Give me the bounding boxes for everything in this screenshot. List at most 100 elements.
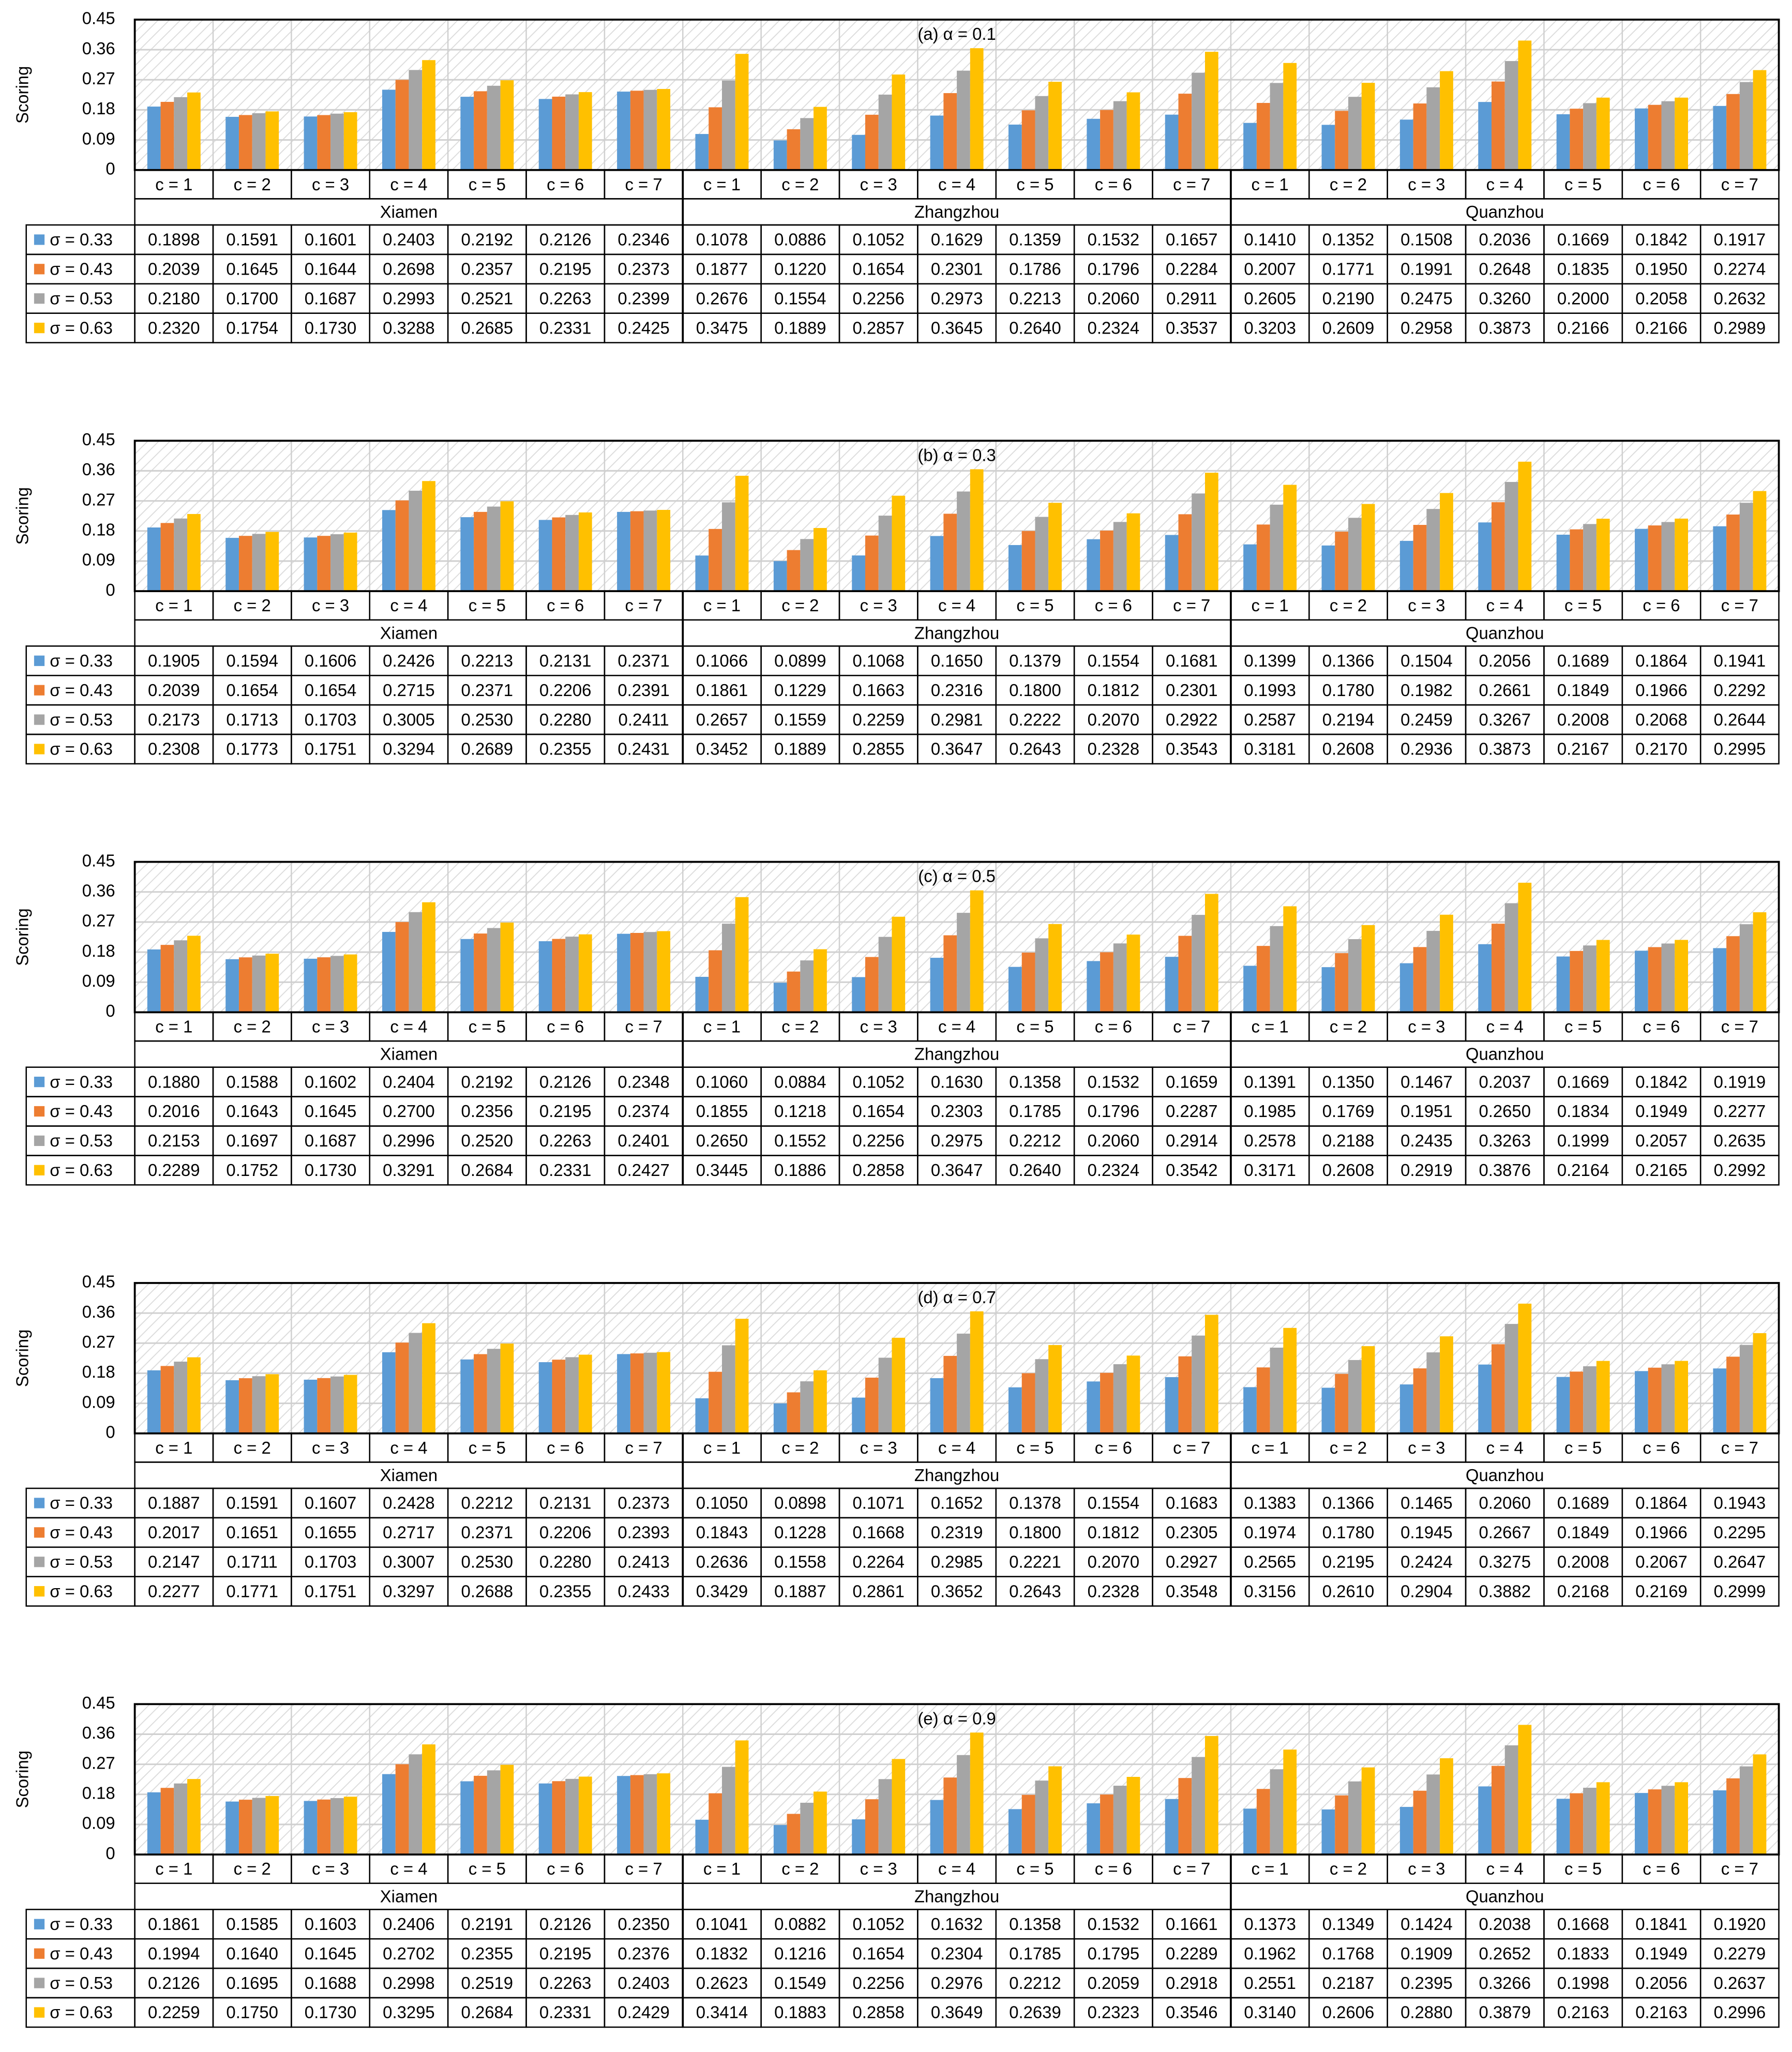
table-value: 0.1669 [1557, 1072, 1609, 1091]
table-value: 0.2985 [931, 1552, 983, 1571]
bar [1048, 1766, 1062, 1855]
bar [930, 958, 944, 1013]
table-value: 0.2192 [461, 230, 514, 249]
table-value: 0.2038 [1479, 1914, 1531, 1934]
table-value: 0.1751 [305, 1581, 357, 1601]
x-tick-label: c = 3 [312, 1859, 349, 1878]
x-tick-label: c = 1 [1252, 175, 1289, 194]
bar [1426, 931, 1440, 1013]
bar [160, 1366, 174, 1434]
bar [643, 932, 657, 1013]
table-value: 0.1683 [1166, 1493, 1218, 1513]
table-value: 0.2684 [461, 1160, 514, 1180]
bar [1361, 83, 1375, 170]
y-tick-label: 0 [106, 159, 115, 178]
bar [422, 1323, 435, 1434]
bar [460, 1781, 474, 1855]
bar [1243, 123, 1257, 170]
bar [147, 1370, 161, 1434]
table-value: 0.2191 [461, 1914, 514, 1934]
x-tick-label: c = 5 [1564, 1859, 1602, 1878]
x-tick-label: c = 2 [234, 1438, 271, 1457]
table-value: 0.2399 [618, 289, 670, 308]
bar [565, 1778, 579, 1855]
y-tick-label: 0.27 [82, 911, 115, 930]
table-value: 0.2126 [148, 1973, 200, 1993]
bar [1283, 906, 1297, 1013]
bar [1426, 87, 1440, 170]
y-axis-label: Scoring [12, 487, 32, 545]
bar [1399, 1807, 1413, 1855]
table-value: 0.1218 [774, 1102, 826, 1121]
bar [721, 1345, 735, 1434]
bar [865, 957, 879, 1013]
bar [695, 134, 709, 170]
table-value: 0.2328 [1088, 740, 1140, 759]
bar [1648, 947, 1662, 1013]
table-value: 0.1643 [226, 1102, 278, 1121]
x-tick-label: c = 1 [1252, 1017, 1289, 1036]
bar [409, 1754, 423, 1855]
bar [1675, 97, 1688, 170]
bar [474, 1354, 487, 1434]
y-tick-label: 0 [106, 1844, 115, 1863]
table-value: 0.2039 [148, 260, 200, 279]
table-value: 0.2587 [1244, 710, 1296, 729]
bar [1335, 953, 1348, 1013]
table-value: 0.1052 [852, 1914, 905, 1934]
table-value: 0.2016 [148, 1102, 200, 1121]
table-value: 0.1654 [852, 260, 905, 279]
bar [265, 1796, 279, 1855]
bar [187, 1357, 201, 1434]
bar [1440, 914, 1453, 1013]
y-tick-label: 0.45 [82, 1272, 115, 1291]
legend-label: σ = 0.43 [50, 260, 113, 279]
bar [1243, 544, 1257, 592]
bar [1048, 503, 1062, 592]
table-value: 0.3007 [383, 1552, 435, 1571]
table-value: 0.3542 [1166, 1160, 1218, 1180]
table-value: 0.2623 [696, 1973, 748, 1993]
bar [1100, 110, 1113, 170]
bar [1713, 105, 1727, 170]
x-tick-label: c = 6 [1643, 1017, 1680, 1036]
table-value: 0.3445 [696, 1160, 748, 1180]
bar [1035, 517, 1049, 592]
table-value: 0.2993 [383, 289, 435, 308]
bar [1713, 1790, 1727, 1855]
bar [1335, 1795, 1348, 1855]
bar [1426, 1774, 1440, 1855]
bar [304, 1801, 318, 1855]
table-value: 0.1349 [1322, 1914, 1375, 1934]
table-value: 0.2308 [148, 740, 200, 759]
bar [1165, 957, 1179, 1013]
table-value: 0.1071 [852, 1493, 905, 1513]
bar [1399, 963, 1413, 1013]
table-value: 0.2684 [461, 2003, 514, 2022]
bar [330, 956, 344, 1013]
legend-label: σ = 0.53 [50, 1131, 113, 1150]
table-cell [1699, 1576, 1780, 1607]
table-value: 0.2324 [1088, 318, 1140, 337]
bar [1270, 1769, 1284, 1855]
bar [1361, 1767, 1375, 1855]
x-tick-label: c = 3 [1408, 1017, 1445, 1036]
table-value: 0.1663 [852, 681, 905, 700]
table-value: 0.1379 [1009, 651, 1061, 670]
bar [657, 89, 671, 170]
table-value: 0.2355 [461, 1944, 514, 1963]
bar [552, 1360, 566, 1434]
bar [265, 954, 279, 1013]
table-value: 0.1602 [305, 1072, 357, 1091]
bar [225, 959, 239, 1013]
table-value: 0.2373 [618, 260, 670, 279]
bar [1192, 493, 1205, 592]
table-value: 0.2609 [1322, 318, 1375, 337]
bar [814, 528, 827, 592]
bar [1021, 1794, 1035, 1855]
x-tick-label: c = 7 [1721, 596, 1758, 615]
table-value: 0.1966 [1635, 1523, 1688, 1542]
table-value: 0.1689 [1557, 651, 1609, 670]
table-value: 0.3295 [383, 2003, 435, 2022]
table-value: 0.2521 [461, 289, 514, 308]
